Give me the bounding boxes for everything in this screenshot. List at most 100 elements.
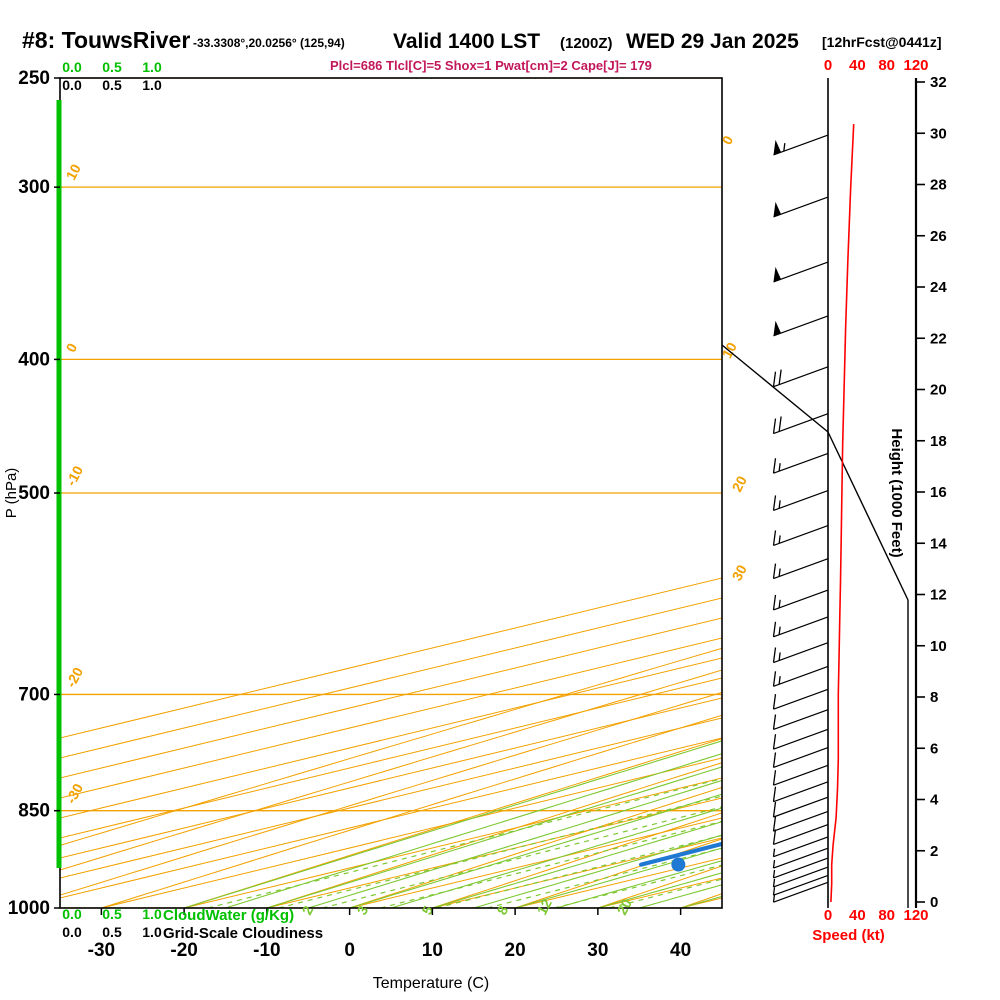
top-cloudwater-tick-label: 1.0 bbox=[142, 59, 162, 75]
isotherm-line bbox=[101, 757, 722, 908]
dry-adiabat-line bbox=[101, 714, 722, 908]
cloudwater-axis-label: CloudWater (g/Kg) bbox=[163, 907, 294, 924]
dry-adiabat-line bbox=[60, 691, 722, 896]
wind-cut-line-lower bbox=[827, 431, 909, 601]
top-cloudiness-tick-label: 0.5 bbox=[102, 77, 122, 93]
dry-adiabat-line bbox=[680, 893, 722, 908]
dry-adiabat-label-left: 10 bbox=[63, 161, 85, 182]
speed-profile-path bbox=[830, 124, 855, 903]
wind-barb-staff bbox=[773, 728, 829, 750]
dry-adiabat-line bbox=[846, 78, 1000, 908]
top-cloudwater-tick-label: 0.5 bbox=[102, 59, 122, 75]
mixing-ratio-label: 2 bbox=[299, 903, 317, 918]
top-cloudwater-tick-label: 0.0 bbox=[62, 59, 82, 75]
wind-barb-staff bbox=[773, 196, 829, 218]
wind-barb-half bbox=[783, 143, 786, 152]
wind-barb-half bbox=[778, 626, 781, 635]
isotherm-line bbox=[846, 78, 1000, 908]
wind-barb-staff bbox=[773, 824, 829, 846]
dry-adiabat-line bbox=[349, 786, 722, 908]
wind-barb-half bbox=[772, 859, 776, 869]
isotherm-line bbox=[60, 657, 722, 819]
pressure-tick-label: 700 bbox=[18, 684, 50, 705]
wind-barb-full bbox=[772, 458, 777, 474]
wind-barb-full bbox=[772, 694, 777, 710]
moist-adiabat-line bbox=[680, 895, 722, 908]
speed-tick-label-bottom: 80 bbox=[878, 907, 895, 924]
cloudwater-tick-label: 0.0 bbox=[62, 906, 82, 922]
isotherm-line bbox=[60, 737, 722, 899]
wind-barb-staff bbox=[773, 558, 829, 580]
wind-barb-full bbox=[772, 734, 777, 750]
wind-barb-staff bbox=[773, 857, 829, 879]
dry-adiabat-label-left: -20 bbox=[63, 664, 87, 690]
wind-barb-half bbox=[772, 878, 776, 888]
wind-barb-half bbox=[772, 894, 776, 903]
height-tick-label: 24 bbox=[930, 279, 947, 296]
stability-indices-label: Plcl=686 Tlcl[C]=5 Shox=1 Pwat[cm]=2 Cap… bbox=[330, 58, 652, 73]
mixing-ratio-label: 8 bbox=[494, 903, 512, 918]
speed-tick-label-top: 80 bbox=[878, 57, 895, 74]
dry-adiabat-label-right: 20 bbox=[729, 473, 751, 494]
wind-barb-half bbox=[778, 535, 781, 544]
wind-barb-staff bbox=[773, 709, 829, 731]
moist-adiabat-line bbox=[266, 766, 722, 908]
height-tick-label: 32 bbox=[930, 74, 947, 91]
cloudiness-tick-label: 0.5 bbox=[102, 924, 122, 940]
wind-barb-staff bbox=[773, 665, 829, 687]
wind-barb-staff bbox=[773, 490, 829, 512]
isotherm-line bbox=[763, 78, 1000, 908]
speed-tick-label-top: 120 bbox=[903, 57, 928, 74]
isotherm-line bbox=[60, 637, 722, 799]
moist-adiabat-line bbox=[308, 779, 722, 908]
wind-barb-pennant bbox=[773, 139, 782, 155]
cloudiness-tick-label: 1.0 bbox=[142, 924, 162, 940]
wind-barb-staff bbox=[773, 764, 829, 786]
dry-adiabat-label-left: -30 bbox=[63, 781, 87, 807]
wind-barb-half bbox=[778, 676, 781, 685]
pressure-axis-label: P (hPa) bbox=[3, 468, 20, 519]
wind-barb-full bbox=[772, 594, 777, 610]
isotherm-line bbox=[60, 697, 722, 859]
mixing-ratio-line bbox=[322, 806, 722, 908]
mixing-ratio-line bbox=[207, 778, 722, 908]
wind-barb-pennant bbox=[773, 201, 782, 217]
wind-barb-pennant bbox=[773, 266, 782, 282]
wind-barb-half bbox=[778, 652, 781, 661]
wind-barb-full bbox=[772, 816, 777, 832]
wind-cut-line-upper bbox=[721, 344, 829, 433]
wind-barb-full bbox=[772, 621, 777, 637]
speed-tick-label-top: 40 bbox=[849, 57, 866, 74]
wind-barb-staff bbox=[773, 616, 829, 638]
height-tick-label: 14 bbox=[930, 535, 947, 552]
height-tick-label: 8 bbox=[930, 689, 938, 706]
wind-barb-staff bbox=[773, 796, 829, 818]
temperature-tick-label: 40 bbox=[670, 940, 691, 961]
moist-adiabat-line bbox=[349, 793, 722, 908]
isotherm-line bbox=[680, 897, 722, 908]
moist-adiabat-line bbox=[225, 753, 722, 908]
mixing-ratio-label: 12 bbox=[534, 896, 556, 917]
height-tick-label: 28 bbox=[930, 177, 947, 194]
wind-barb-staff bbox=[773, 874, 829, 896]
cloudiness-tick-label: 0.0 bbox=[62, 924, 82, 940]
pressure-tick-label: 500 bbox=[18, 483, 50, 504]
pressure-tick-label: 400 bbox=[18, 349, 50, 370]
wind-barb-staff bbox=[773, 810, 829, 832]
pressure-tick-label: 1000 bbox=[8, 898, 50, 919]
wind-barb-full bbox=[772, 786, 777, 802]
wind-barb-half bbox=[772, 869, 776, 878]
wind-barb-full bbox=[772, 829, 777, 845]
wind-barb-staff bbox=[773, 452, 829, 474]
height-tick-label: 4 bbox=[930, 792, 939, 809]
wind-barb-staff bbox=[773, 688, 829, 710]
temperature-tick-label: -20 bbox=[170, 940, 197, 961]
wind-barb-staff bbox=[773, 413, 829, 435]
wind-barb-full bbox=[772, 371, 777, 387]
wind-barb-full bbox=[772, 714, 777, 730]
wind-barb-staff bbox=[773, 881, 829, 903]
mixing-ratio-line bbox=[436, 834, 722, 908]
station-title: #8: TouwsRiver bbox=[22, 27, 190, 53]
cloudiness-axis-label: Grid-Scale Cloudiness bbox=[163, 925, 323, 942]
